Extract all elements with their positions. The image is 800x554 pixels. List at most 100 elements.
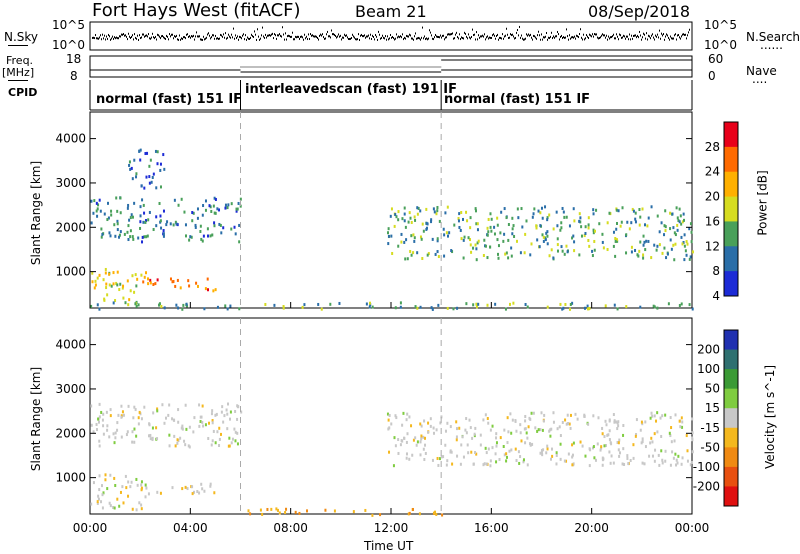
power-cell	[403, 240, 406, 244]
power-cell	[647, 216, 650, 220]
noise-sample	[436, 35, 437, 38]
noise-sample	[271, 33, 272, 36]
velocity-cell	[98, 415, 101, 419]
velocity-cell	[202, 424, 205, 428]
noise-sample	[574, 35, 575, 38]
velocity-cell	[432, 431, 435, 435]
velocity-cell	[102, 491, 105, 495]
power-cell	[365, 302, 368, 306]
power-cell	[682, 212, 685, 216]
power-cell	[565, 244, 568, 248]
noise-sample	[681, 35, 682, 38]
noise-sample	[327, 30, 328, 33]
noise-sample	[310, 33, 311, 36]
power-cell	[138, 149, 141, 153]
power-cell	[430, 306, 433, 310]
velocity-cell	[499, 436, 502, 440]
power-cell	[206, 227, 209, 231]
power-cell	[150, 180, 153, 184]
power-cell	[116, 209, 119, 213]
power-cell	[397, 218, 400, 222]
power-cell	[156, 162, 159, 166]
velocity-cell	[559, 442, 562, 446]
noise-sample	[645, 37, 646, 40]
noise-sample	[561, 34, 562, 37]
power-cell	[486, 226, 489, 230]
velocity-cell	[617, 441, 620, 445]
power-cell	[546, 305, 549, 309]
cpid-segment-1: normal (fast) 151 IF	[96, 92, 243, 107]
power-cell	[588, 244, 591, 248]
velocity-cell	[270, 507, 273, 511]
noise-sample	[474, 33, 475, 36]
noise-sample	[377, 38, 378, 41]
power-cell	[203, 307, 206, 311]
noise-sample	[256, 38, 257, 41]
power-cell	[98, 198, 101, 202]
power-cell	[403, 212, 406, 216]
power-cell	[456, 306, 459, 310]
power-cell	[643, 240, 646, 244]
noise-sample	[332, 33, 333, 36]
power-cell	[536, 238, 539, 242]
power-cell	[584, 225, 587, 229]
velocity-cell	[228, 436, 231, 440]
noise-sample	[502, 33, 503, 36]
noise-sample	[141, 36, 142, 39]
noise-sample	[350, 37, 351, 40]
velocity-cell	[101, 418, 104, 422]
power-cell	[644, 248, 647, 252]
noise-sample	[112, 35, 113, 38]
velocity-cell	[116, 428, 119, 432]
noise-sample	[589, 33, 590, 36]
velocity-cell	[685, 434, 688, 438]
velocity-cell	[571, 455, 574, 459]
power-cell	[303, 303, 306, 307]
power-cell	[666, 252, 669, 256]
velocity-cell	[226, 412, 229, 416]
noise-sample	[383, 36, 384, 39]
noise-sample	[526, 33, 527, 36]
noise-sample	[254, 30, 255, 33]
time-tick-label: 04:00	[173, 521, 208, 535]
noise-sample	[259, 38, 260, 41]
power-cell	[475, 258, 478, 262]
velocity-cell	[408, 511, 411, 515]
power-cell	[593, 248, 596, 252]
noise-sample	[109, 35, 110, 38]
power-cell	[126, 230, 129, 234]
noise-sample	[165, 37, 166, 40]
power-cell	[435, 212, 438, 216]
power-cell	[148, 210, 151, 214]
noise-sample	[155, 35, 156, 38]
power-cell	[447, 234, 450, 238]
velocity-cell	[509, 412, 512, 416]
velocity-cell	[489, 428, 492, 432]
power-cell	[175, 222, 178, 226]
power-cell	[446, 205, 449, 209]
power-cell	[133, 201, 136, 205]
power-cell	[691, 307, 694, 311]
power-cell	[425, 226, 428, 230]
velocity-cell	[285, 507, 288, 511]
noise-sample	[500, 36, 501, 39]
noise-sample	[546, 31, 547, 34]
power-cell	[512, 224, 515, 228]
velocity-cell	[387, 418, 390, 422]
noise-sample	[145, 34, 146, 37]
noise-sample	[331, 29, 332, 32]
power-cell	[669, 238, 672, 242]
noise-sample	[551, 31, 552, 34]
velocity-cell	[229, 417, 232, 421]
noise-sample	[618, 38, 619, 41]
power-cell	[130, 166, 133, 170]
velocity-cell	[551, 447, 554, 451]
noise-sample	[264, 36, 265, 39]
velocity-cell	[503, 453, 506, 457]
noise-sample	[428, 37, 429, 40]
power-cell	[371, 305, 374, 309]
power-cell	[213, 211, 216, 215]
noise-sample	[359, 38, 360, 41]
noise-sample	[279, 33, 280, 36]
velocity-cell	[101, 506, 104, 510]
